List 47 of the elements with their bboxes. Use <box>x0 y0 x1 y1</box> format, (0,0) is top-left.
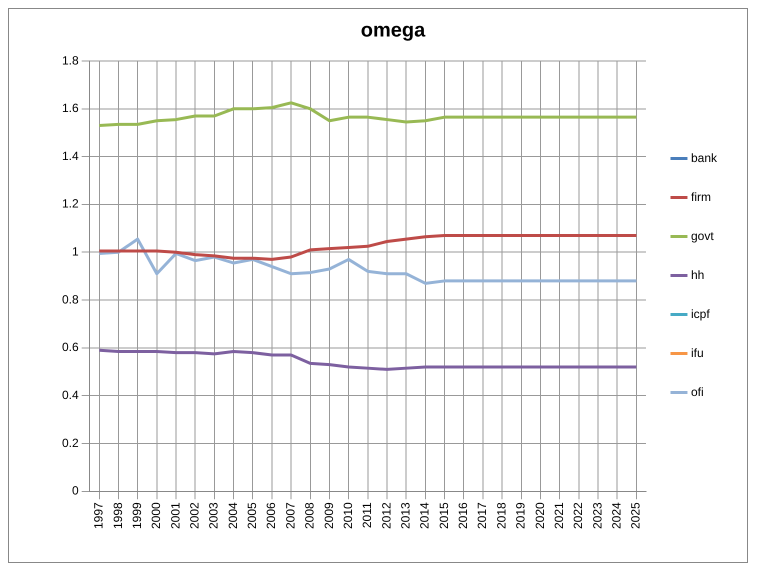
x-tick-label: 2015 <box>436 502 451 530</box>
x-tick-label: 2007 <box>283 502 298 530</box>
legend-label: ifu <box>690 346 704 360</box>
x-tick-label: 2002 <box>188 502 202 530</box>
x-tick-label: 2003 <box>206 502 221 530</box>
x-tick-label: 2009 <box>322 502 336 530</box>
x-tick-label: 2022 <box>571 502 586 530</box>
y-tick-label: 1.6 <box>62 101 79 116</box>
y-tick-label: 0.2 <box>62 436 79 450</box>
legend-label: govt <box>690 228 714 243</box>
x-tick-label: 2001 <box>168 502 182 530</box>
x-tick-label: 1998 <box>110 502 125 530</box>
y-tick-label: 0.8 <box>62 292 79 306</box>
x-tick-label: 2004 <box>226 502 240 530</box>
x-tick-label: 2008 <box>302 502 317 530</box>
x-tick-label: 2023 <box>590 502 604 530</box>
y-tick-label: 0.6 <box>62 340 79 354</box>
y-tick-label: 1.4 <box>62 148 79 163</box>
x-tick-label: 2019 <box>514 502 528 530</box>
x-tick-label: 2012 <box>379 502 394 530</box>
x-tick-label: 2025 <box>628 502 643 530</box>
x-tick-label: 2014 <box>418 502 432 530</box>
x-tick-label: 2006 <box>264 502 278 530</box>
x-tick-label: 2018 <box>494 502 508 530</box>
x-tick-label: 1997 <box>92 502 106 530</box>
x-tick-label: 2000 <box>149 502 164 530</box>
y-tick-label: 1.8 <box>62 53 79 68</box>
x-tick-label: 2013 <box>398 502 413 530</box>
x-tick-label: 1999 <box>130 502 144 530</box>
chart-title: omega <box>360 20 426 42</box>
x-tick-label: 2010 <box>340 502 355 530</box>
x-tick-label: 2011 <box>360 502 374 528</box>
x-tick-label: 2021 <box>552 502 566 530</box>
y-tick-label: 1.2 <box>62 196 79 211</box>
legend-label: ofi <box>690 384 704 399</box>
y-tick-label: 0 <box>72 484 79 498</box>
legend-label: icpf <box>690 306 710 321</box>
x-tick-label: 2005 <box>245 502 260 530</box>
x-tick-label: 2020 <box>532 502 547 530</box>
x-tick-label: 2016 <box>456 502 470 530</box>
legend-label: firm <box>690 190 711 204</box>
legend-label: bank <box>690 150 718 165</box>
y-tick-label: 0.4 <box>62 388 79 402</box>
x-tick-label: 2024 <box>610 502 624 530</box>
y-tick-label: 1 <box>72 244 79 259</box>
x-tick-label: 2017 <box>475 502 490 530</box>
legend-label: hh <box>690 268 704 282</box>
